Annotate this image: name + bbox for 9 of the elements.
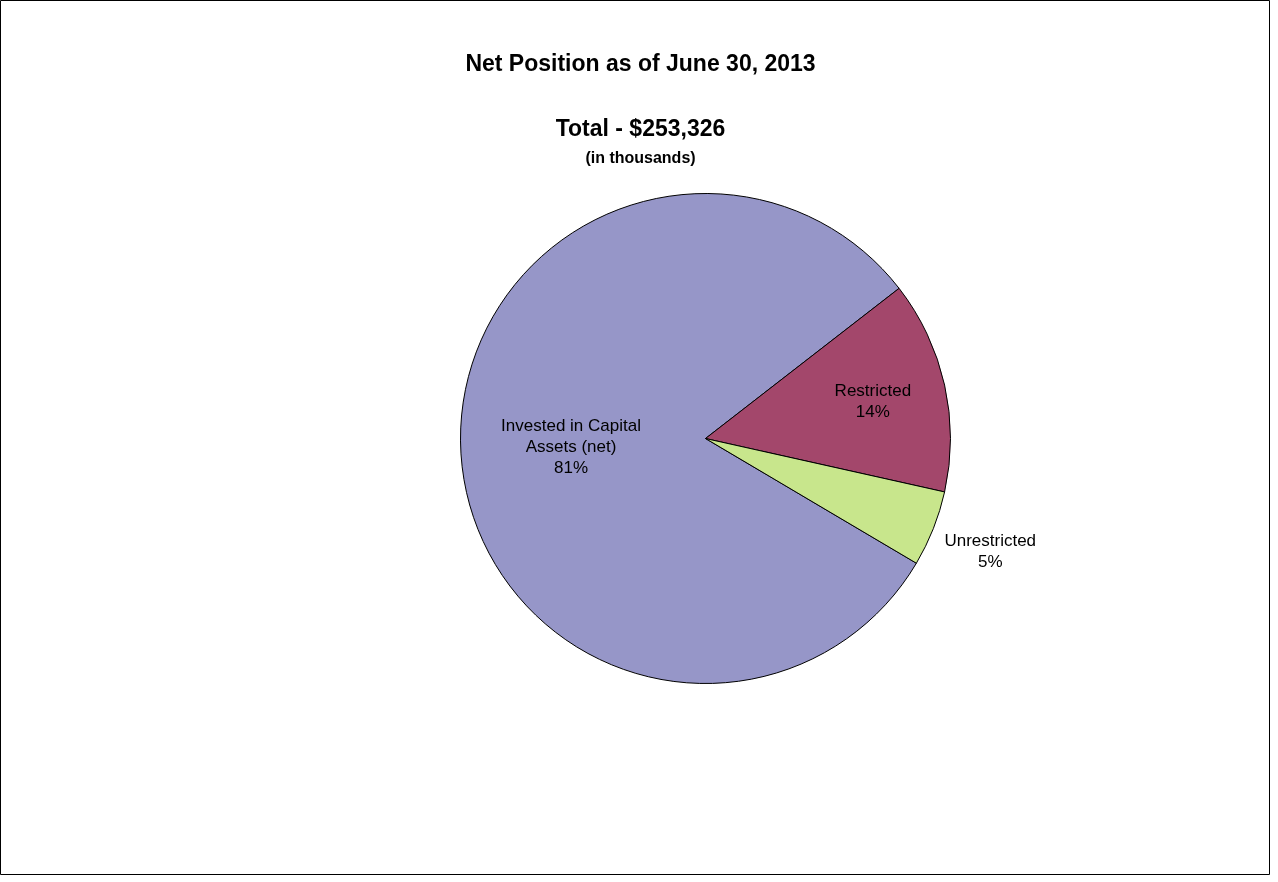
data-label: 14%	[855, 402, 890, 422]
data-label: 81%	[554, 458, 589, 478]
slice-label: Unrestricted	[944, 531, 1037, 551]
chart-subtitle: Total - $253,326	[555, 114, 726, 141]
slice-label: Restricted	[834, 381, 912, 401]
chart-title: Net Position as of June 30, 2013	[465, 49, 816, 76]
text: (in thousands)	[585, 149, 696, 166]
data-label: 5%	[977, 552, 1003, 572]
slice-label: Invested in Capital Assets (net)	[501, 416, 641, 457]
